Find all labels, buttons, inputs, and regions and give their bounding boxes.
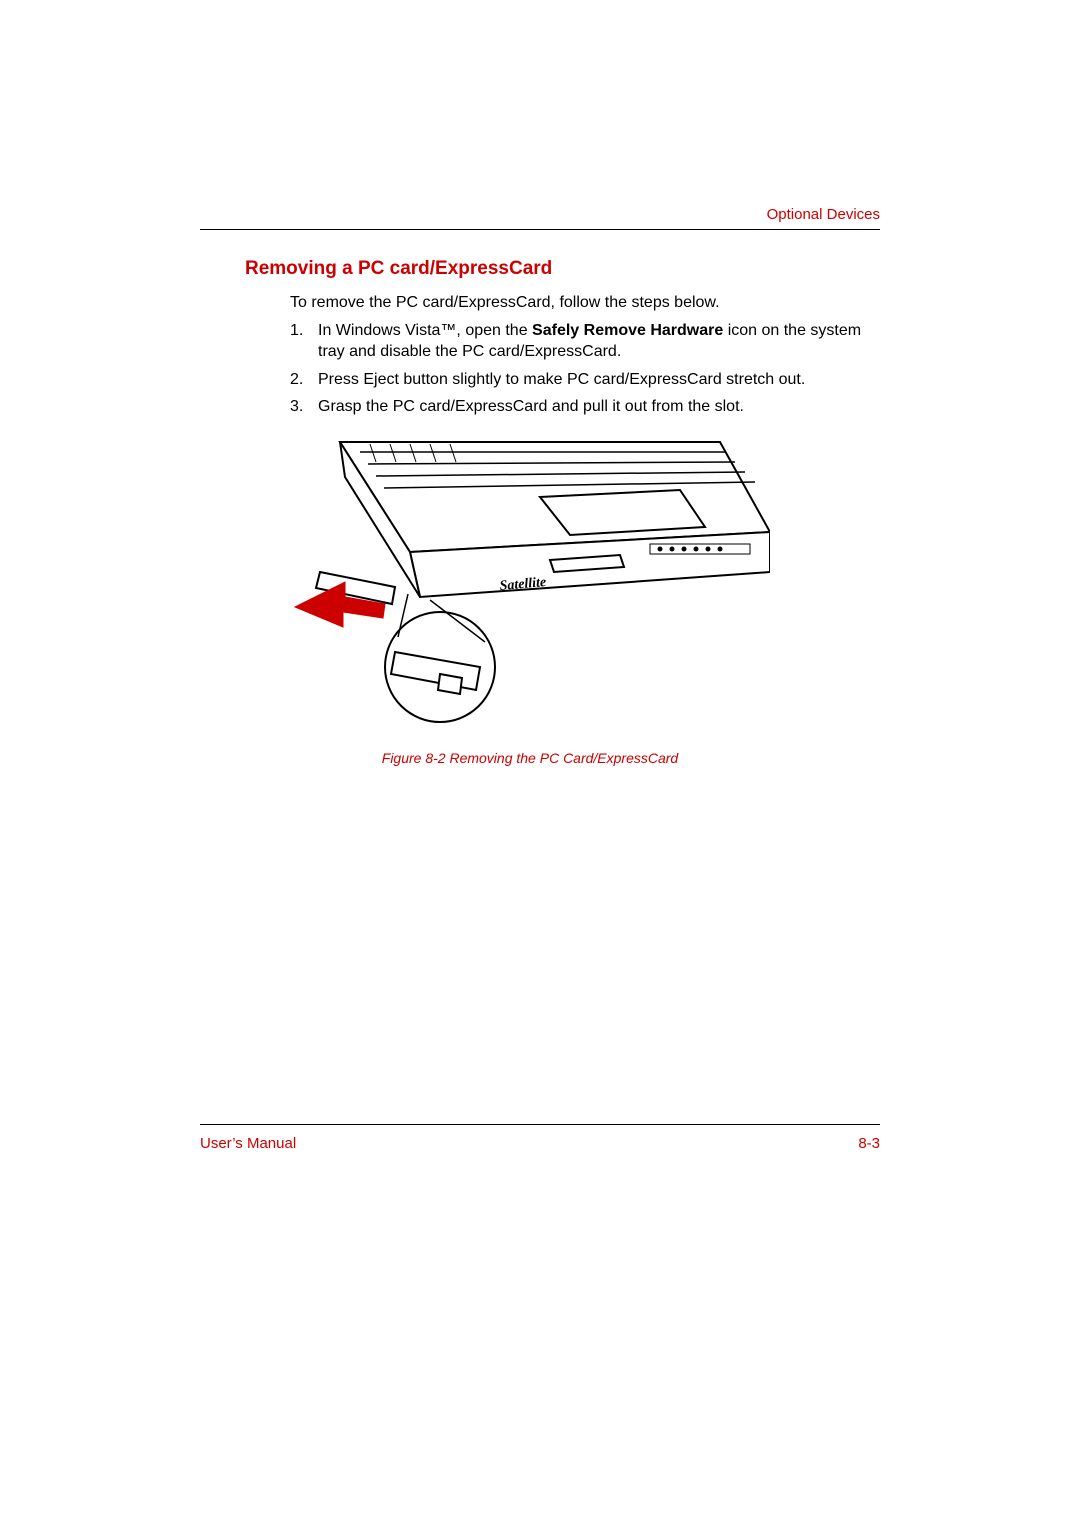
figure-caption: Figure 8-2 Removing the PC Card/ExpressC… xyxy=(290,750,770,766)
step-item: 1. In Windows Vista™, open the Safely Re… xyxy=(290,320,880,363)
intro-text: To remove the PC card/ExpressCard, follo… xyxy=(290,292,880,314)
footer-row: User’s Manual 8-3 xyxy=(200,1135,880,1152)
page: Optional Devices Removing a PC card/Expr… xyxy=(0,0,1080,1528)
section-title: Removing a PC card/ExpressCard xyxy=(245,258,880,280)
running-header: Optional Devices xyxy=(200,206,880,223)
step-text-pre: Grasp the PC card/ExpressCard and pull i… xyxy=(318,398,744,415)
footer-left: User’s Manual xyxy=(200,1135,296,1152)
body-block: To remove the PC card/ExpressCard, follo… xyxy=(290,292,880,418)
step-number: 3. xyxy=(290,396,303,418)
footer-area: User’s Manual 8-3 xyxy=(200,1124,880,1152)
step-number: 1. xyxy=(290,320,303,342)
header-rule xyxy=(200,229,880,230)
step-text-pre: Press Eject button slightly to make PC c… xyxy=(318,371,805,388)
step-text-pre: In Windows Vista™, open the xyxy=(318,322,532,339)
footer-rule xyxy=(200,1124,880,1125)
brand-label: Satellite xyxy=(499,575,547,594)
page-number: 8-3 xyxy=(858,1135,880,1152)
step-text-bold: Safely Remove Hardware xyxy=(532,322,723,339)
content-area: Optional Devices Removing a PC card/Expr… xyxy=(200,206,880,766)
steps-list: 1. In Windows Vista™, open the Safely Re… xyxy=(290,320,880,418)
step-number: 2. xyxy=(290,369,303,391)
laptop-diagram-icon: Satellite xyxy=(290,432,770,732)
step-item: 2. Press Eject button slightly to make P… xyxy=(290,369,880,391)
figure: Satellite Figure 8-2 Removing the PC Car… xyxy=(290,432,770,766)
step-item: 3. Grasp the PC card/ExpressCard and pul… xyxy=(290,396,880,418)
